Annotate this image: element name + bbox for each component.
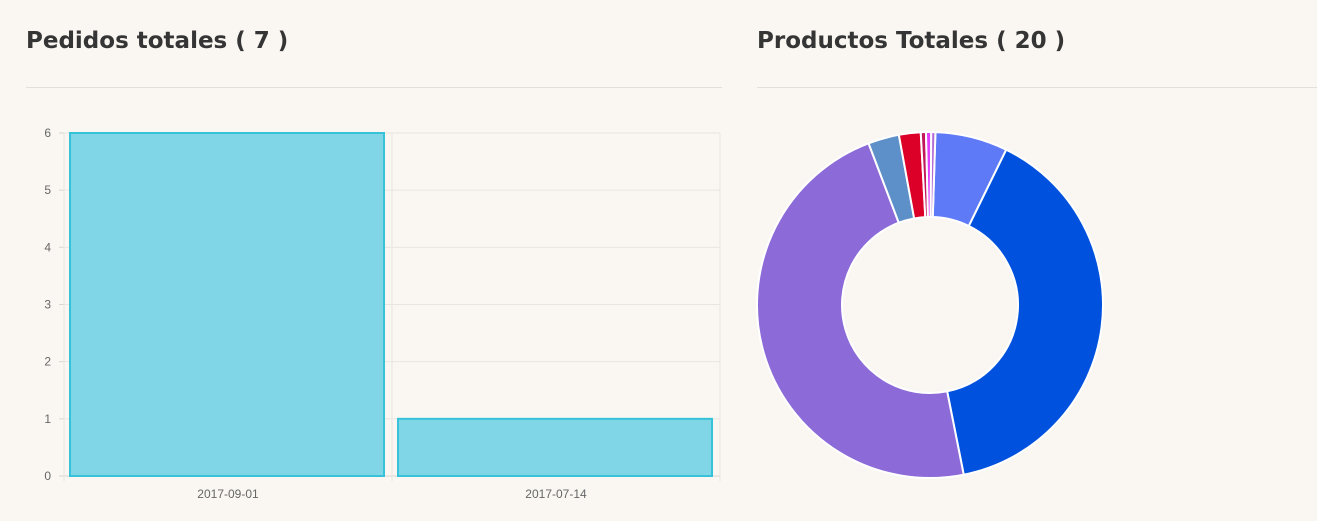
products-divider — [757, 87, 1317, 88]
donut-slice-2[interactable] — [945, 148, 1104, 476]
donut-slice-3[interactable] — [756, 141, 965, 479]
orders-divider — [26, 87, 722, 88]
x-tick-label: 2017-07-14 — [525, 487, 587, 501]
y-tick-label: 0 — [44, 469, 51, 483]
products-title: Productos Totales ( 20 ) — [757, 28, 1066, 54]
donut-slice-8[interactable] — [929, 130, 937, 219]
y-tick-label: 1 — [44, 412, 51, 426]
orders-title: Pedidos totales ( 7 ) — [26, 28, 289, 54]
x-tick-label: 2017-09-01 — [197, 487, 259, 501]
y-tick-label: 4 — [44, 240, 51, 254]
y-tick-label: 2 — [44, 355, 51, 369]
y-tick-label: 3 — [44, 298, 51, 312]
bar-2017-09-01[interactable] — [69, 132, 385, 477]
orders-bar-chart: 0 1 2 3 4 5 6 2017-09-01 2017-07-14 — [44, 126, 721, 501]
products-donut-chart — [756, 130, 1104, 479]
y-tick-label: 5 — [44, 183, 51, 197]
y-tick-label: 6 — [44, 126, 51, 140]
bar-2017-07-14[interactable] — [397, 417, 713, 478]
